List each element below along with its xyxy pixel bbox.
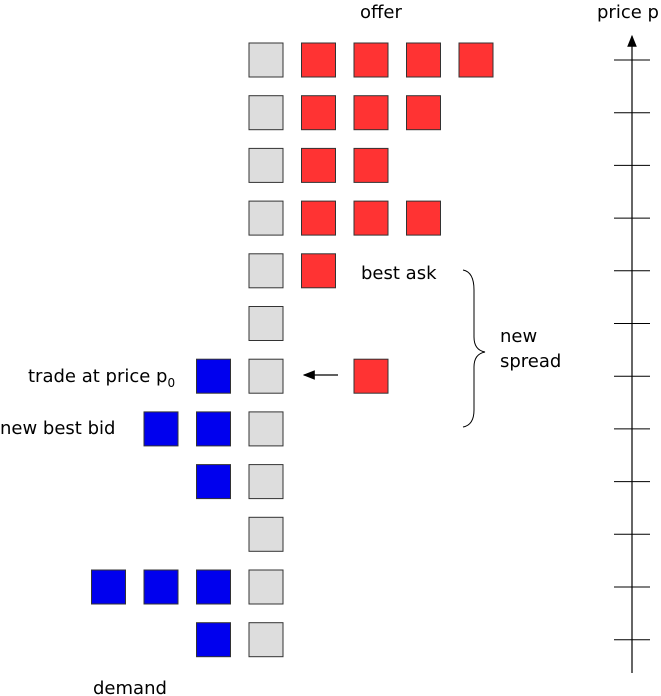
price-level-square: [248, 147, 284, 183]
price-axis-label: price p: [597, 2, 659, 23]
trade-label: trade at price p0: [28, 366, 175, 390]
price-level-square: [248, 253, 284, 289]
price-level-square: [248, 569, 284, 605]
new-spread-label-line2: spread: [500, 351, 561, 372]
new-spread-label-line1: new: [500, 326, 537, 347]
offer-order-square: [406, 42, 441, 78]
price-level-square: [248, 42, 284, 78]
price-level-square: [248, 95, 284, 131]
price-level-square: [248, 411, 284, 447]
best-ask-label: best ask: [361, 263, 437, 284]
price-axis: [614, 34, 650, 673]
offer-order-square: [301, 253, 336, 289]
price-level-square: [248, 622, 284, 658]
bid-order-square: [143, 411, 179, 447]
offer-order-square: [353, 95, 389, 131]
bid-order-square: [196, 464, 231, 500]
offer-order-square: [301, 42, 336, 78]
bid-order-square: [196, 411, 231, 447]
price-axis-ticks: [614, 59, 650, 641]
price-level-square: [248, 200, 284, 236]
incoming-offer-square: [353, 358, 389, 394]
bid-order-square: [196, 358, 231, 394]
price-level-square: [248, 306, 284, 341]
offer-order-square: [353, 147, 389, 183]
price-level-square: [248, 464, 284, 500]
offer-order-square: [406, 200, 441, 236]
order-squares: [91, 42, 494, 658]
demand-label: demand: [93, 678, 167, 696]
offer-order-square: [458, 42, 494, 78]
bid-order-square: [143, 569, 179, 605]
bid-order-square: [196, 622, 231, 658]
offer-label: offer: [360, 2, 402, 23]
spread-brace: [462, 269, 486, 428]
price-level-square: [248, 358, 284, 394]
price-level-square: [248, 516, 284, 552]
bid-order-square: [196, 569, 231, 605]
trade-label-subscript: 0: [167, 376, 175, 390]
offer-order-square: [353, 42, 389, 78]
offer-order-square: [301, 147, 336, 183]
new-best-bid-label: new best bid: [0, 418, 115, 439]
offer-order-square: [406, 95, 441, 131]
bid-order-square: [91, 569, 126, 605]
offer-order-square: [353, 200, 389, 236]
trade-label-text: trade at price p: [28, 366, 167, 387]
offer-order-square: [301, 200, 336, 236]
offer-order-square: [301, 95, 336, 131]
